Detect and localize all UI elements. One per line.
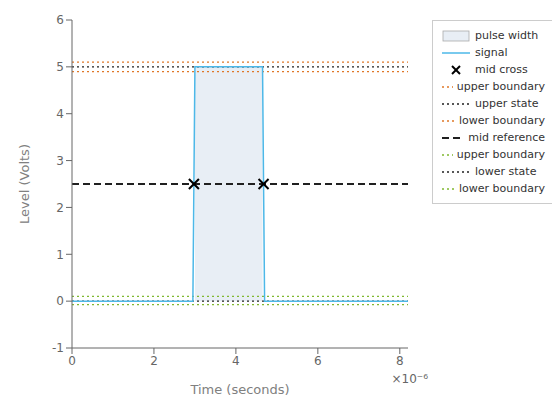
html-text:pulse width: pulse width [475,29,539,42]
svg-text:5: 5 [56,60,64,74]
svg-text:4: 4 [232,354,240,368]
html-text:upper boundary: upper boundary [456,148,545,161]
svg-text:6: 6 [56,13,64,27]
svg-text:2: 2 [150,354,158,368]
html-text:mid reference: mid reference [468,131,545,144]
svg-text:1: 1 [56,248,64,262]
html-text:lower boundary: lower boundary [459,114,545,127]
svg-text:3: 3 [56,154,64,168]
html-text:lower boundary: lower boundary [459,182,545,195]
html-text:mid cross: mid cross [475,63,528,76]
svg-text:6: 6 [314,354,322,368]
svg-text:8: 8 [396,354,404,368]
html-text:upper boundary: upper boundary [456,80,545,93]
svg-text:0: 0 [68,354,76,368]
html-text:upper state: upper state [475,97,539,110]
svg-text:0: 0 [56,294,64,308]
svg-text:-1: -1 [52,341,64,355]
html-text:×10⁻⁶: ×10⁻⁶ [391,372,428,386]
svg-text:2: 2 [56,201,64,215]
svg-text:Level (Volts): Level (Volts) [17,144,32,224]
svg-text:4: 4 [56,107,64,121]
html-text:signal: signal [475,46,508,59]
html-text:lower state: lower state [475,165,537,178]
svg-text:Time (seconds): Time (seconds) [189,382,289,397]
